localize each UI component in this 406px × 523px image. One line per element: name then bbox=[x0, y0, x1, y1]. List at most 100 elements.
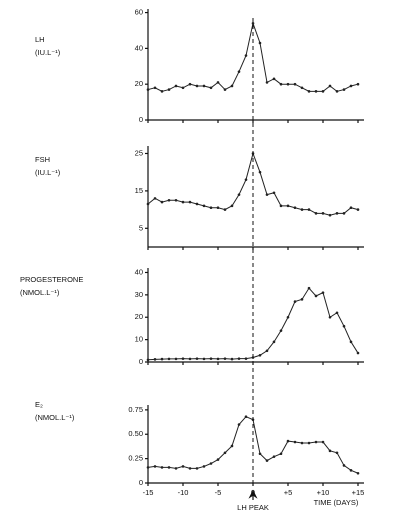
data-point bbox=[146, 88, 150, 91]
annotation: LH PEAK bbox=[237, 503, 269, 512]
data-point bbox=[174, 467, 178, 470]
y-axis-label: FSH bbox=[35, 155, 50, 164]
data-point bbox=[349, 469, 353, 472]
data-point bbox=[167, 88, 171, 91]
data-point bbox=[279, 82, 283, 86]
data-point bbox=[286, 439, 290, 443]
data-point bbox=[251, 22, 255, 25]
data-point bbox=[244, 54, 248, 57]
y-tick-label: 25 bbox=[135, 148, 143, 157]
data-point bbox=[216, 357, 220, 361]
y-tick-label: 10 bbox=[135, 335, 143, 344]
y-axis-label: (NMOL.L⁻¹) bbox=[20, 288, 60, 297]
data-point bbox=[265, 349, 269, 353]
data-point bbox=[209, 462, 213, 465]
data-point bbox=[335, 451, 339, 455]
y-tick-label: 0.25 bbox=[128, 454, 143, 463]
data-point bbox=[335, 90, 339, 93]
data-point bbox=[265, 459, 269, 462]
data-point bbox=[314, 212, 318, 215]
data-point bbox=[307, 90, 311, 93]
x-tick-label: -5 bbox=[215, 488, 222, 497]
y-tick-label: 60 bbox=[135, 8, 143, 17]
data-point bbox=[160, 200, 164, 204]
y-tick-label: 0 bbox=[139, 115, 143, 124]
data-point bbox=[153, 197, 157, 200]
data-point bbox=[160, 466, 164, 469]
data-point bbox=[342, 324, 346, 328]
data-point bbox=[342, 212, 346, 215]
data-point bbox=[223, 357, 227, 360]
data-point bbox=[356, 208, 360, 211]
data-point bbox=[223, 88, 227, 91]
data-point bbox=[202, 357, 206, 361]
data-point bbox=[230, 84, 234, 88]
data-point bbox=[167, 466, 171, 469]
data-point bbox=[188, 200, 192, 204]
data-point bbox=[174, 198, 178, 202]
data-point bbox=[328, 213, 332, 217]
y-tick-label: 0 bbox=[139, 357, 143, 366]
data-point bbox=[174, 357, 178, 361]
data-point bbox=[314, 294, 318, 298]
data-point bbox=[223, 451, 227, 455]
data-point bbox=[258, 41, 262, 45]
data-point bbox=[216, 81, 220, 84]
data-point bbox=[342, 88, 346, 91]
y-tick-label: 5 bbox=[139, 223, 143, 232]
data-point bbox=[174, 84, 178, 88]
data-point bbox=[160, 90, 164, 93]
data-point bbox=[195, 467, 199, 470]
y-tick-label: 0.50 bbox=[128, 429, 143, 438]
data-point bbox=[146, 358, 150, 362]
data-point bbox=[272, 191, 276, 195]
data-point bbox=[181, 200, 185, 204]
x-tick-label: +15 bbox=[352, 488, 365, 497]
data-point bbox=[195, 357, 199, 360]
peak-arrow bbox=[248, 489, 258, 500]
data-point bbox=[272, 455, 276, 458]
data-point bbox=[258, 170, 262, 174]
data-point bbox=[167, 198, 171, 202]
data-point bbox=[321, 90, 325, 93]
data-point bbox=[237, 423, 241, 426]
data-point bbox=[146, 466, 150, 469]
y-axis-label: LH bbox=[35, 35, 45, 44]
data-point bbox=[265, 193, 269, 196]
data-point bbox=[202, 204, 206, 208]
data-point bbox=[153, 86, 157, 90]
data-point bbox=[279, 204, 283, 208]
data-line bbox=[147, 151, 359, 216]
data-point bbox=[307, 286, 311, 290]
data-point bbox=[293, 82, 297, 86]
data-point bbox=[265, 81, 269, 84]
y-tick-label: 0.75 bbox=[128, 405, 143, 414]
data-point bbox=[230, 357, 234, 361]
y-axis-label: (IU.L⁻¹) bbox=[35, 168, 61, 177]
data-point bbox=[300, 441, 304, 445]
data-point bbox=[230, 444, 234, 448]
data-point bbox=[286, 315, 290, 319]
y-tick-label: 0 bbox=[139, 478, 143, 487]
data-point bbox=[146, 202, 150, 206]
y-tick-label: 20 bbox=[135, 312, 143, 321]
data-point bbox=[349, 206, 353, 210]
data-point bbox=[293, 300, 297, 303]
x-tick-label: -15 bbox=[143, 488, 154, 497]
data-point bbox=[349, 84, 353, 88]
y-tick-label: 40 bbox=[135, 43, 143, 52]
data-point bbox=[209, 357, 213, 360]
data-point bbox=[216, 206, 220, 210]
data-point bbox=[328, 84, 332, 88]
x-tick-label: +10 bbox=[317, 488, 330, 497]
data-point bbox=[321, 440, 325, 444]
y-axis-label: PROGESTERONE bbox=[20, 275, 83, 284]
data-point bbox=[279, 452, 283, 456]
data-point bbox=[300, 208, 304, 211]
data-point bbox=[237, 70, 241, 73]
data-point bbox=[321, 291, 325, 294]
data-point bbox=[328, 315, 332, 319]
data-point bbox=[223, 208, 227, 211]
data-point bbox=[356, 82, 360, 86]
